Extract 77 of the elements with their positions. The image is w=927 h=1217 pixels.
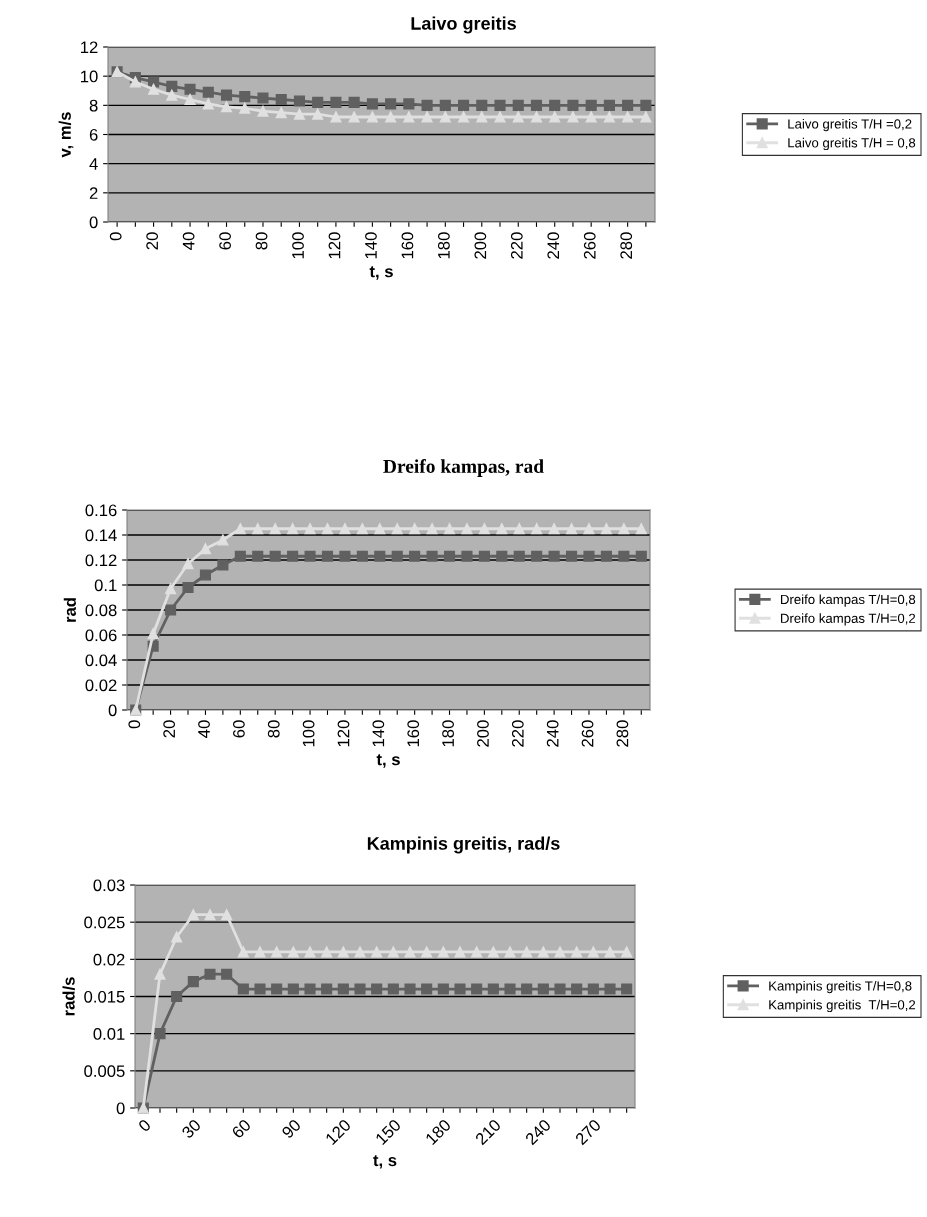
- y-tick-label: 0: [108, 704, 117, 717]
- x-tick-label: 20: [146, 232, 159, 250]
- y-tick-label: 0.06: [85, 629, 117, 642]
- x-tick-label: 280: [620, 232, 633, 259]
- x-tick-label: 240: [546, 720, 559, 747]
- legend-label: Kampinis greitis T/H=0,8: [769, 980, 912, 994]
- x-tick-label: 270: [574, 1118, 602, 1146]
- x-tick-label: 80: [267, 720, 280, 738]
- y-axis-title: rad: [63, 598, 76, 622]
- y-tick-label: 0.12: [85, 554, 117, 567]
- x-tick-label: 140: [372, 720, 385, 747]
- x-tick-label: 120: [337, 720, 350, 747]
- x-tick-label: 160: [407, 720, 420, 747]
- legend-label: Dreifo kampas T/H=0,8: [781, 594, 916, 607]
- y-tick-label: 0.01: [93, 1028, 125, 1040]
- y-tick-label: 0.14: [85, 529, 117, 542]
- chart-title: Laivo greitis: [411, 16, 516, 34]
- x-tick-label: 20: [163, 720, 176, 738]
- x-tick-label: 100: [302, 720, 315, 747]
- x-axis-title: t, s: [373, 1155, 397, 1169]
- y-tick-label: 12: [81, 41, 98, 54]
- y-axis-title: v, m/s: [58, 112, 74, 158]
- x-axis-title: t, s: [369, 266, 393, 280]
- y-tick-label: 0.025: [84, 916, 125, 929]
- y-tick-label: 4: [89, 158, 98, 170]
- x-tick-label: 240: [547, 232, 560, 259]
- chart-title: Dreifo kampas, rad: [383, 459, 544, 477]
- x-tick-label: 180: [424, 1118, 452, 1146]
- x-axis-title: t, s: [376, 754, 400, 768]
- y-tick-label: 0.02: [93, 953, 125, 966]
- x-tick-label: 30: [180, 1118, 202, 1140]
- x-tick-label: 60: [219, 232, 231, 250]
- y-tick-label: 0.08: [85, 604, 117, 617]
- chart-title: Kampinis greitis, rad/s: [367, 836, 560, 854]
- x-tick-label: 150: [374, 1118, 402, 1146]
- x-tick-label: 260: [581, 720, 594, 747]
- x-tick-label: 90: [281, 1118, 302, 1139]
- x-tick-label: 140: [365, 232, 377, 259]
- y-tick-label: 0.1: [94, 579, 117, 592]
- y-axis-title: rad/s: [62, 977, 75, 1016]
- y-tick-label: 0.16: [85, 504, 117, 517]
- x-tick-label: 40: [182, 232, 195, 250]
- legend-label: Kampinis greitis T/H=0,2: [769, 999, 916, 1013]
- x-tick-label: 220: [510, 232, 523, 259]
- y-tick-label: 0.04: [85, 654, 117, 667]
- x-tick-label: 240: [524, 1118, 552, 1146]
- x-tick-label: 160: [401, 232, 414, 259]
- x-tick-label: 280: [616, 720, 629, 747]
- x-tick-label: 100: [292, 232, 304, 259]
- x-tick-label: 120: [328, 232, 341, 259]
- legend-label: Dreifo kampas T/H=0,2: [781, 613, 916, 626]
- y-tick-label: 0: [89, 216, 98, 229]
- y-tick-label: 0.015: [84, 990, 125, 1003]
- x-tick-label: 60: [232, 720, 245, 738]
- y-tick-label: 0: [116, 1102, 125, 1115]
- legend-label: Laivo greitis T/H =0,2: [788, 118, 912, 132]
- x-tick-label: 200: [477, 720, 489, 747]
- x-tick-label: 260: [583, 232, 596, 259]
- legend-label: Laivo greitis T/H = 0,8: [788, 137, 916, 151]
- x-tick-label: 120: [324, 1118, 352, 1146]
- x-tick-label: 200: [474, 232, 487, 259]
- x-tick-label: 0: [128, 720, 141, 729]
- x-tick-label: 40: [198, 720, 210, 738]
- x-tick-label: 180: [442, 720, 454, 747]
- x-tick-label: 80: [255, 232, 268, 250]
- y-tick-label: 2: [89, 187, 98, 199]
- x-tick-label: 60: [231, 1118, 252, 1139]
- y-tick-label: 0.02: [85, 679, 117, 692]
- x-tick-label: 210: [474, 1118, 502, 1146]
- y-tick-label: 8: [89, 99, 98, 112]
- y-tick-label: 10: [81, 70, 98, 83]
- y-tick-label: 0.03: [93, 879, 125, 892]
- x-tick-label: 0: [137, 1118, 152, 1133]
- x-tick-label: 180: [437, 232, 450, 259]
- y-tick-label: 0.005: [84, 1065, 125, 1078]
- x-tick-label: 220: [511, 720, 524, 747]
- y-tick-label: 6: [89, 128, 98, 141]
